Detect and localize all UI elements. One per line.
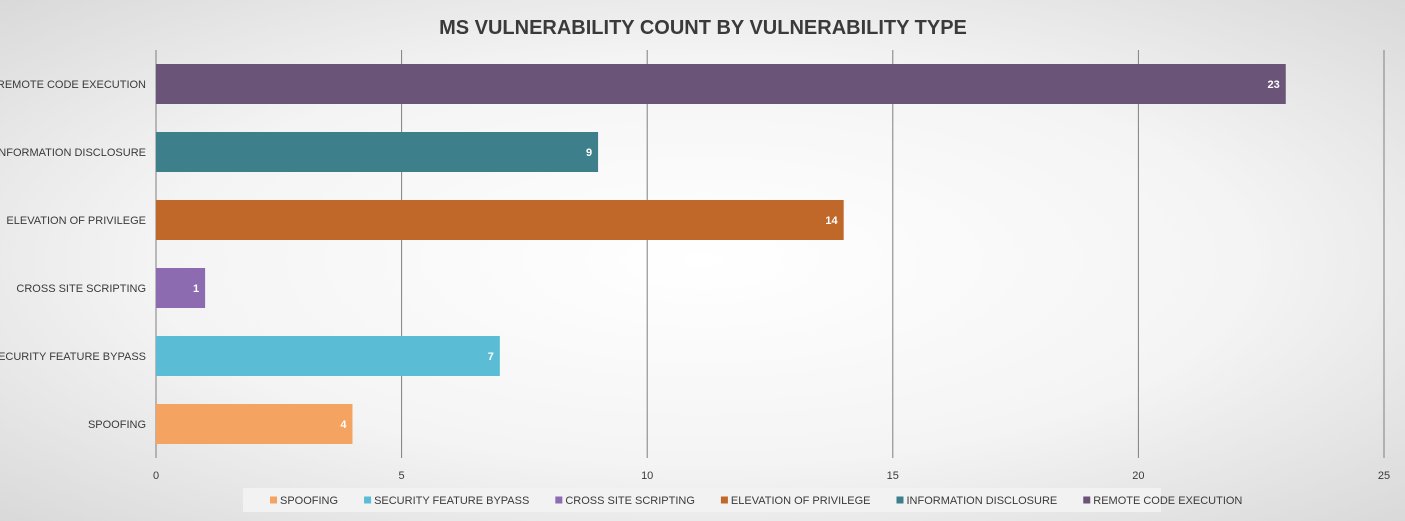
- legend-label-spoofing: SPOOFING: [280, 495, 338, 507]
- tick-label-15: 15: [887, 470, 899, 482]
- legend-swatch-remote-code-execution: [1083, 496, 1091, 504]
- tick-label-25: 25: [1378, 470, 1390, 482]
- legend-swatch-information-disclosure: [896, 496, 904, 504]
- bar-elevation-of-privilege: [156, 200, 844, 240]
- legend-box: [243, 488, 1161, 512]
- bar-information-disclosure: [156, 132, 599, 172]
- tick-label-5: 5: [399, 470, 405, 482]
- category-label-security-feature-bypass: SECURITY FEATURE BYPASS: [0, 351, 146, 363]
- x-axis-ticks: 0 5 10 15 20 25: [153, 470, 1390, 482]
- legend-swatch-security-feature-bypass: [364, 496, 372, 504]
- category-label-cross-site-scripting: CROSS SITE SCRIPTING: [16, 283, 146, 295]
- legend: SPOOFING SECURITY FEATURE BYPASS CROSS SIT…: [243, 488, 1242, 512]
- legend-label-elevation-of-privilege: ELEVATION OF PRIVILEGE: [731, 495, 871, 507]
- tick-label-20: 20: [1132, 470, 1144, 482]
- legend-label-cross-site-scripting: CROSS SITE SCRIPTING: [565, 495, 695, 507]
- bars: 4 7 1 14 9 23: [156, 64, 1286, 444]
- legend-label-information-disclosure: INFORMATION DISCLOSURE: [906, 495, 1057, 507]
- legend-item-cross-site-scripting: CROSS SITE SCRIPTING: [555, 495, 695, 507]
- legend-label-security-feature-bypass: SECURITY FEATURE BYPASS: [374, 495, 529, 507]
- category-label-remote-code-execution: REMOTE CODE EXECUTION: [0, 79, 146, 91]
- data-label-elevation-of-privilege: 14: [825, 215, 838, 227]
- category-labels: SPOOFING SECURITY FEATURE BYPASS CROSS SIT…: [0, 79, 146, 431]
- data-label-cross-site-scripting: 1: [193, 283, 199, 295]
- category-label-elevation-of-privilege: ELEVATION OF PRIVILEGE: [6, 215, 146, 227]
- data-label-security-feature-bypass: 7: [488, 351, 494, 363]
- legend-swatch-elevation-of-privilege: [720, 496, 728, 504]
- legend-item-security-feature-bypass: SECURITY FEATURE BYPASS: [364, 495, 529, 507]
- data-label-remote-code-execution: 23: [1268, 79, 1280, 91]
- legend-label-remote-code-execution: REMOTE CODE EXECUTION: [1093, 495, 1242, 507]
- category-label-information-disclosure: INFORMATION DISCLOSURE: [0, 147, 146, 159]
- legend-item-information-disclosure: INFORMATION DISCLOSURE: [896, 495, 1057, 507]
- bar-remote-code-execution: [156, 64, 1286, 104]
- tick-label-10: 10: [641, 470, 653, 482]
- data-label-information-disclosure: 9: [586, 147, 592, 159]
- legend-swatch-spoofing: [270, 496, 277, 504]
- legend-item-remote-code-execution: REMOTE CODE EXECUTION: [1083, 495, 1242, 507]
- legend-item-spoofing: SPOOFING: [270, 495, 338, 507]
- bar-security-feature-bypass: [156, 336, 500, 376]
- bar-cross-site-scripting: [156, 268, 206, 308]
- legend-swatch-cross-site-scripting: [555, 496, 563, 504]
- legend-item-elevation-of-privilege: ELEVATION OF PRIVILEGE: [720, 495, 871, 507]
- tick-label-0: 0: [153, 470, 159, 482]
- gridlines: [155, 50, 1385, 458]
- data-label-spoofing: 4: [340, 419, 347, 431]
- category-label-spoofing: SPOOFING: [88, 419, 146, 431]
- chart-title: MS VULNERABILITY COUNT BY VULNERABILITY …: [439, 17, 967, 39]
- bar-spoofing: [156, 404, 353, 444]
